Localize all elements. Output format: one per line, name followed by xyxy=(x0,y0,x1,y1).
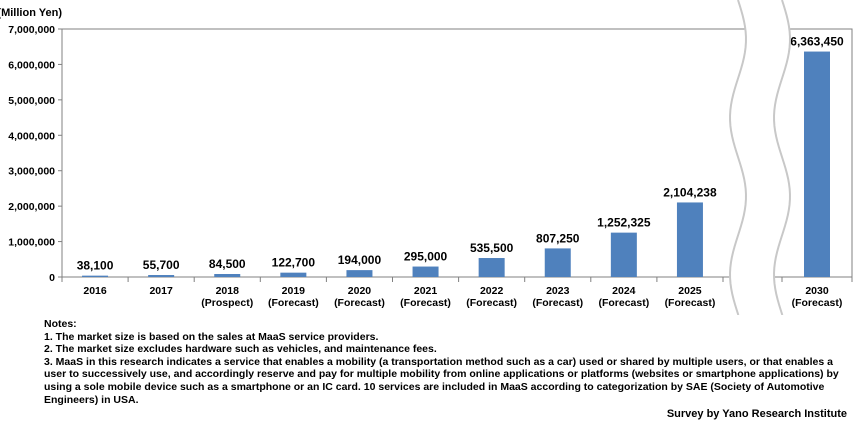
x-category-label: 2017 xyxy=(149,285,173,297)
y-axis-unit-label: (Million Yen) xyxy=(0,7,62,19)
x-category-label: (Forecast) xyxy=(598,297,649,309)
x-category-label: (Forecast) xyxy=(268,297,319,309)
note-2: 2. The market size excludes hardware suc… xyxy=(44,343,437,356)
axis-break-edge xyxy=(729,0,747,315)
axis-break-band xyxy=(730,0,790,315)
plot-area: 38,100 55,700 84,500 122,700 194,000 295,000 5… xyxy=(61,28,853,278)
bar xyxy=(346,270,373,277)
note-3: 3. MaaS in this research indicates a ser… xyxy=(44,355,839,406)
x-category-label: (Forecast) xyxy=(532,297,583,309)
y-tick-label: 0 xyxy=(49,272,55,284)
x-category-label: 2022 xyxy=(480,285,504,297)
bar xyxy=(412,266,439,277)
y-axis-ticks: 0 1,000,000 2,000,000 3,000,000 4,000,000 5,0… xyxy=(8,24,62,284)
y-tick-label: 2,000,000 xyxy=(8,201,55,213)
x-category-label: (Forecast) xyxy=(665,297,716,309)
y-tick-label: 4,000,000 xyxy=(8,130,55,142)
market-size-bar-chart: (Million Yen) 0 1,000,000 2,000,000 3,000,0… xyxy=(0,0,853,315)
x-category-label: (Forecast) xyxy=(400,297,451,309)
bar xyxy=(610,232,637,277)
x-category-label: 2018 xyxy=(216,285,240,297)
x-category-label: 2023 xyxy=(546,285,570,297)
y-tick-label: 1,000,000 xyxy=(8,237,55,249)
x-category-label: 2030 xyxy=(805,285,829,297)
y-tick-label: 6,000,000 xyxy=(8,59,55,71)
bar-value-label: 194,000 xyxy=(338,253,382,267)
category-labels: 2016 2017 2018(Prospect)2019(Forecast)2020… xyxy=(61,277,853,309)
axis-break xyxy=(729,0,791,315)
bar xyxy=(676,202,703,277)
bar xyxy=(280,272,307,277)
notes-heading: Notes: xyxy=(44,318,77,330)
source-credit: Survey by Yano Research Institute xyxy=(666,408,847,420)
x-category-label: 2021 xyxy=(414,285,438,297)
bar-value-label: 122,700 xyxy=(272,256,316,270)
note-1: 1. The market size is based on the sales… xyxy=(44,330,379,343)
bar xyxy=(804,51,830,277)
y-tick-label: 7,000,000 xyxy=(8,24,55,36)
x-category-label: 2025 xyxy=(678,285,702,297)
bar-value-label: 6,363,450 xyxy=(790,35,844,49)
notes-section: Notes: 1. The market size is based on th… xyxy=(44,318,854,406)
bar-value-label: 1,252,325 xyxy=(597,216,651,230)
x-category-label: 2020 xyxy=(348,285,372,297)
x-category-label: 2024 xyxy=(612,285,636,297)
y-tick-label: 5,000,000 xyxy=(8,95,55,107)
bar-value-label: 38,100 xyxy=(77,259,114,273)
bar-value-label: 535,500 xyxy=(470,241,514,255)
bar xyxy=(544,248,571,277)
x-category-label: 2019 xyxy=(282,285,306,297)
x-category-label: (Prospect) xyxy=(201,297,253,309)
bar-value-label: 807,250 xyxy=(536,231,580,245)
x-category-label: 2016 xyxy=(83,285,107,297)
y-tick-label: 3,000,000 xyxy=(8,166,55,178)
x-category-label: (Forecast) xyxy=(792,297,843,309)
x-category-label: (Forecast) xyxy=(334,297,385,309)
bar-value-label: 295,000 xyxy=(404,250,448,264)
axis-break-edge xyxy=(773,0,791,315)
bar xyxy=(82,275,109,277)
bar xyxy=(478,258,505,277)
bar-value-label: 2,104,238 xyxy=(663,185,717,199)
bar xyxy=(148,275,175,277)
bar-value-label: 55,700 xyxy=(143,258,180,272)
bar-value-label: 84,500 xyxy=(209,257,246,271)
bar xyxy=(214,274,241,277)
x-category-label: (Forecast) xyxy=(466,297,517,309)
plot-frame xyxy=(61,28,853,278)
